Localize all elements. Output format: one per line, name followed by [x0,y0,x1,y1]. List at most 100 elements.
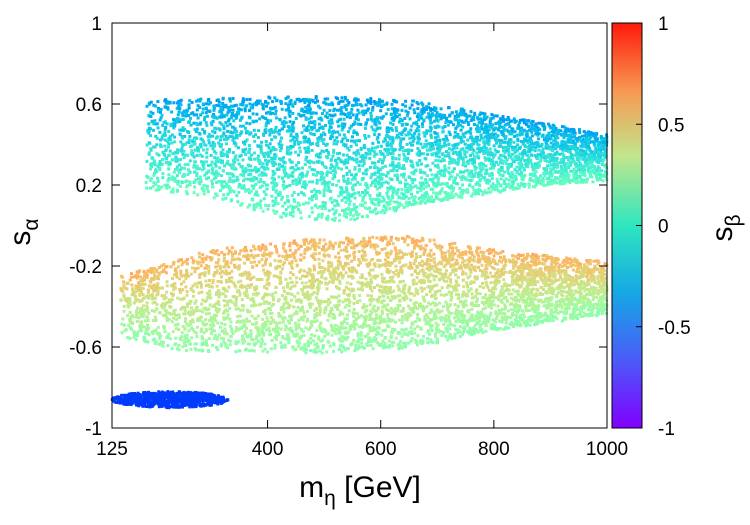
scatter-point [393,99,397,103]
scatter-point [543,158,547,162]
scatter-point [522,118,526,122]
scatter-point [573,257,577,261]
scatter-point [527,125,530,128]
scatter-point [582,130,586,134]
scatter-point [373,184,377,188]
scatter-point [307,197,311,201]
scatter-point [472,142,476,146]
scatter-point [298,210,302,214]
scatter-point [291,214,295,218]
scatter-point [435,143,438,147]
scatter-point [369,176,373,180]
scatter-point [174,155,178,159]
scatter-point [209,154,213,157]
scatter-point [192,309,196,313]
scatter-point [369,183,373,187]
scatter-point [418,153,422,157]
scatter-point [330,200,334,204]
scatter-point [302,140,306,144]
scatter-point [446,191,450,195]
scatter-point [457,160,460,164]
scatter-point [446,308,450,312]
scatter-point [556,132,560,136]
scatter-point [572,160,576,164]
scatter-point [284,108,288,112]
scatter-point [389,121,393,125]
scatter-point [197,167,201,171]
scatter-point [535,130,539,134]
scatter-point [479,111,483,115]
scatter-point [247,115,251,119]
scatter-point [350,178,354,182]
scatter-point [395,133,399,137]
scatter-point [406,133,410,137]
scatter-point [569,156,573,160]
scatter-point [232,166,236,170]
scatter-point [340,128,344,132]
scatter-point [378,192,382,195]
scatter-point [493,153,497,157]
scatter-point [580,134,584,138]
scatter-point [429,200,433,203]
scatter-point [473,165,477,168]
scatter-point [591,134,595,138]
scatter-point [218,109,222,113]
scatter-point [555,181,559,185]
scatter-point [271,107,275,110]
scatter-point [471,116,475,120]
scatter-point [361,153,365,157]
scatter-point [167,185,171,189]
scatter-point [416,190,420,194]
scatter-point [333,211,337,215]
scatter-point [293,284,297,288]
scatter-point [298,146,302,150]
scatter-point [392,165,396,169]
scatter-point [436,150,440,154]
scatter-point [278,117,282,121]
scatter-point [266,144,270,148]
scatter-point [315,173,318,177]
scatter-point [573,142,577,146]
scatter-point [322,204,326,208]
scatter-point [356,98,360,102]
scatter-point [381,208,385,212]
scatter-point [402,197,406,201]
scatter-point [378,126,382,130]
scatter-point [547,122,550,126]
scatter-point [348,199,352,203]
scatter-point [511,174,515,178]
scatter-point [301,166,304,170]
scatter-point [377,133,381,136]
scatter-point [520,177,524,181]
scatter-point [560,172,564,175]
scatter-point [537,144,541,148]
scatter-point [303,109,307,113]
scatter-point [518,132,522,136]
scatter-point [492,155,495,159]
scatter-point [280,122,284,126]
scatter-point [413,178,417,182]
scatter-point [401,149,405,153]
scatter-point [408,252,412,256]
scatter-point [481,112,485,115]
scatter-point [313,120,317,124]
scatter-point [192,113,196,117]
scatter-point [389,186,393,190]
scatter-point [236,178,240,182]
scatter-point [176,158,180,162]
scatter-point [520,132,524,136]
scatter-point [425,115,429,119]
scatter-point [549,167,553,171]
scatter-point [476,190,480,194]
scatter-point [185,109,189,113]
scatter-point [278,139,282,143]
scatter-point [410,177,414,181]
scatter-point [587,158,591,162]
scatter-point [323,182,327,186]
scatter-point [386,186,390,190]
scatter-point [272,161,276,165]
scatter-point [203,184,206,188]
scatter-point [490,136,494,140]
scatter-point [471,139,475,143]
scatter-point [322,101,326,104]
